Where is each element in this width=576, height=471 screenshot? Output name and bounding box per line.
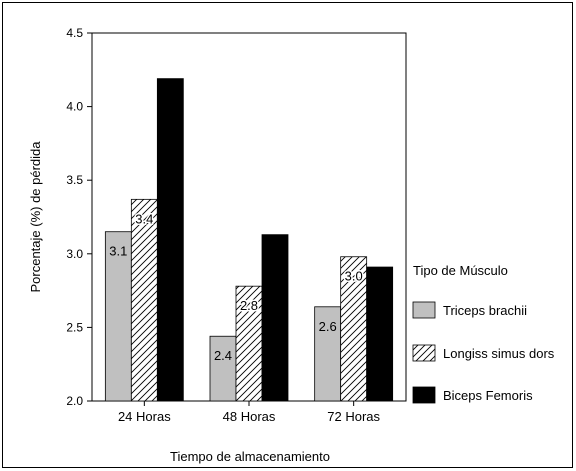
x-axis-label: Tiempo de almacenamiento bbox=[170, 449, 330, 464]
bar bbox=[209, 335, 237, 402]
bar bbox=[104, 231, 132, 402]
bar bbox=[366, 266, 394, 402]
x-tick-label: 48 Horas bbox=[223, 409, 276, 424]
bar-data-label: 3.1 bbox=[266, 247, 284, 262]
legend-entry: Biceps Femoris bbox=[443, 388, 533, 403]
bar-data-label: 2.9 bbox=[371, 279, 389, 294]
legend-entry: Longiss simus dors bbox=[443, 346, 555, 361]
y-tick-label: 4.0 bbox=[66, 100, 83, 114]
legend-swatch bbox=[412, 344, 436, 362]
legend-title: Tipo de Músculo bbox=[413, 263, 508, 278]
bar-data-label: 3.4 bbox=[135, 211, 153, 226]
bar bbox=[261, 234, 289, 402]
y-tick-label: 2.5 bbox=[66, 320, 83, 334]
legend: Tipo de Músculo Triceps brachii Longiss s… bbox=[412, 263, 555, 404]
x-tick-label: 24 Horas bbox=[118, 409, 171, 424]
bar-data-label: 3.0 bbox=[345, 269, 363, 284]
legend-swatch bbox=[412, 301, 436, 319]
bar bbox=[314, 306, 342, 402]
bar-data-label: 4.2 bbox=[161, 91, 179, 106]
bar-data-label: 2.6 bbox=[319, 319, 337, 334]
bar-data-label: 3.1 bbox=[109, 244, 127, 259]
legend-entry: Triceps brachii bbox=[443, 303, 527, 318]
legend-swatch bbox=[412, 386, 436, 404]
y-tick-label: 3.0 bbox=[66, 247, 83, 261]
y-tick-label: 3.5 bbox=[66, 173, 83, 187]
bar bbox=[130, 198, 158, 402]
y-axis-label: Porcentaje (%) de pérdida bbox=[28, 141, 43, 293]
bar-data-label: 2.8 bbox=[240, 298, 258, 313]
bar bbox=[156, 78, 184, 402]
bar-data-label: 2.4 bbox=[214, 348, 232, 363]
x-tick-label: 72 Horas bbox=[327, 409, 380, 424]
y-tick-label: 2.0 bbox=[66, 394, 83, 408]
y-tick-label: 4.5 bbox=[66, 26, 83, 40]
